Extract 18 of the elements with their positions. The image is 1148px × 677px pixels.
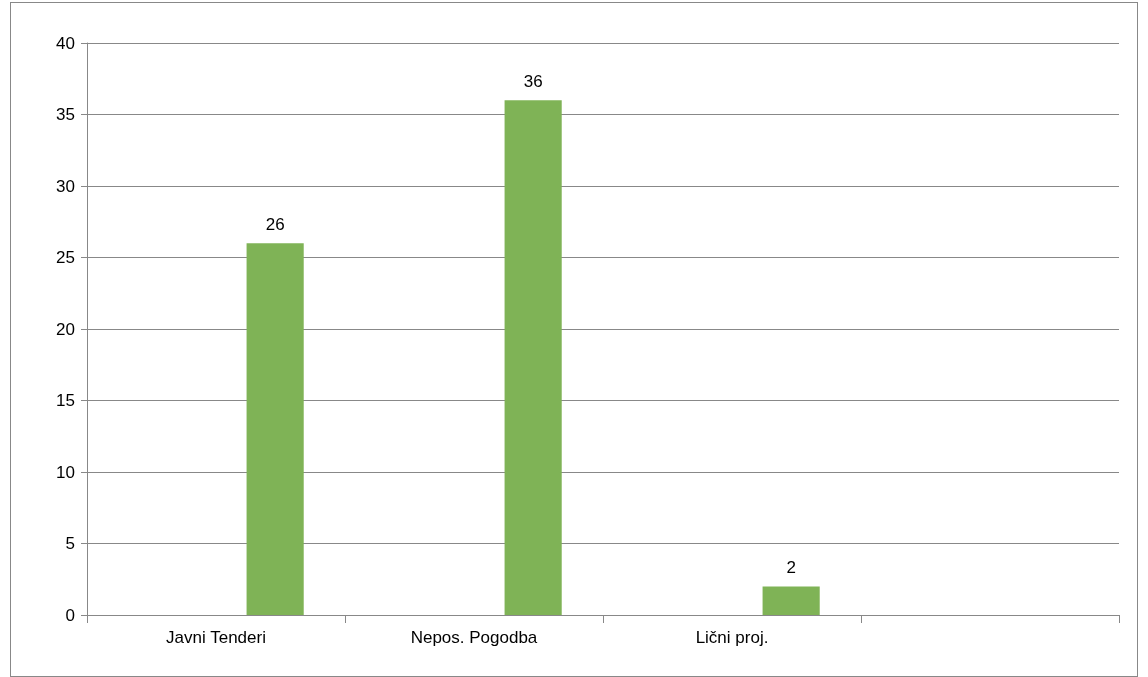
y-tick-label: 15	[56, 391, 75, 410]
y-tick-label: 35	[56, 105, 75, 124]
data-label: 36	[523, 72, 543, 92]
y-tick-label: 30	[56, 176, 75, 196]
y-tick-label: 10	[56, 462, 75, 482]
x-tick-label: Lični proj.	[695, 628, 769, 647]
y-tick-label: 20	[56, 319, 75, 339]
data-label: 26	[265, 215, 285, 235]
y-tick-label: 40	[56, 33, 75, 53]
y-tick-label: 25	[56, 248, 75, 267]
x-tick-label: Javni Tenderi	[166, 628, 266, 647]
bar	[762, 586, 820, 615]
data-label: 2	[786, 558, 796, 578]
bar	[246, 243, 304, 615]
bar	[504, 100, 562, 615]
x-tick-label: Nepos. Pogodba	[410, 628, 538, 647]
y-tick-label: 0	[65, 605, 75, 625]
y-tick-label: 5	[65, 534, 75, 553]
